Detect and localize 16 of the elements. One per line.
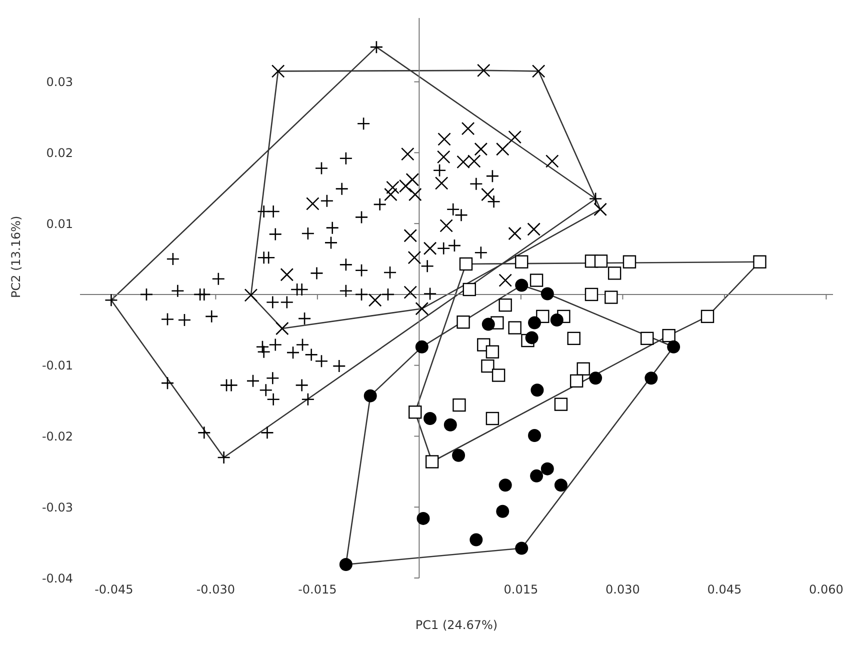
x-axis-title: PC1 (24.67%) (414, 618, 499, 632)
y-tick-label: 0.03 (46, 75, 73, 90)
x-tick-label: 0.015 (504, 582, 538, 597)
y-tick-label: -0.02 (42, 429, 73, 444)
x-tick-label: 0.045 (707, 582, 742, 597)
y-tick-label: 0.01 (46, 216, 73, 231)
x-tick-label: 0.060 (809, 582, 844, 597)
y-axis-title: PC2 (13.16%) (9, 216, 23, 298)
y-tick-label: -0.03 (42, 500, 73, 514)
y-tick-label: -0.04 (42, 571, 73, 586)
y-tick-label: -0.01 (42, 358, 73, 373)
x-tick-label: -0.015 (298, 582, 337, 597)
x-tick-label: -0.045 (94, 582, 134, 597)
y-tick-label: 0.02 (46, 146, 73, 160)
x-tick-label: -0.030 (196, 582, 236, 597)
x-tick-label: 0.030 (606, 582, 640, 597)
